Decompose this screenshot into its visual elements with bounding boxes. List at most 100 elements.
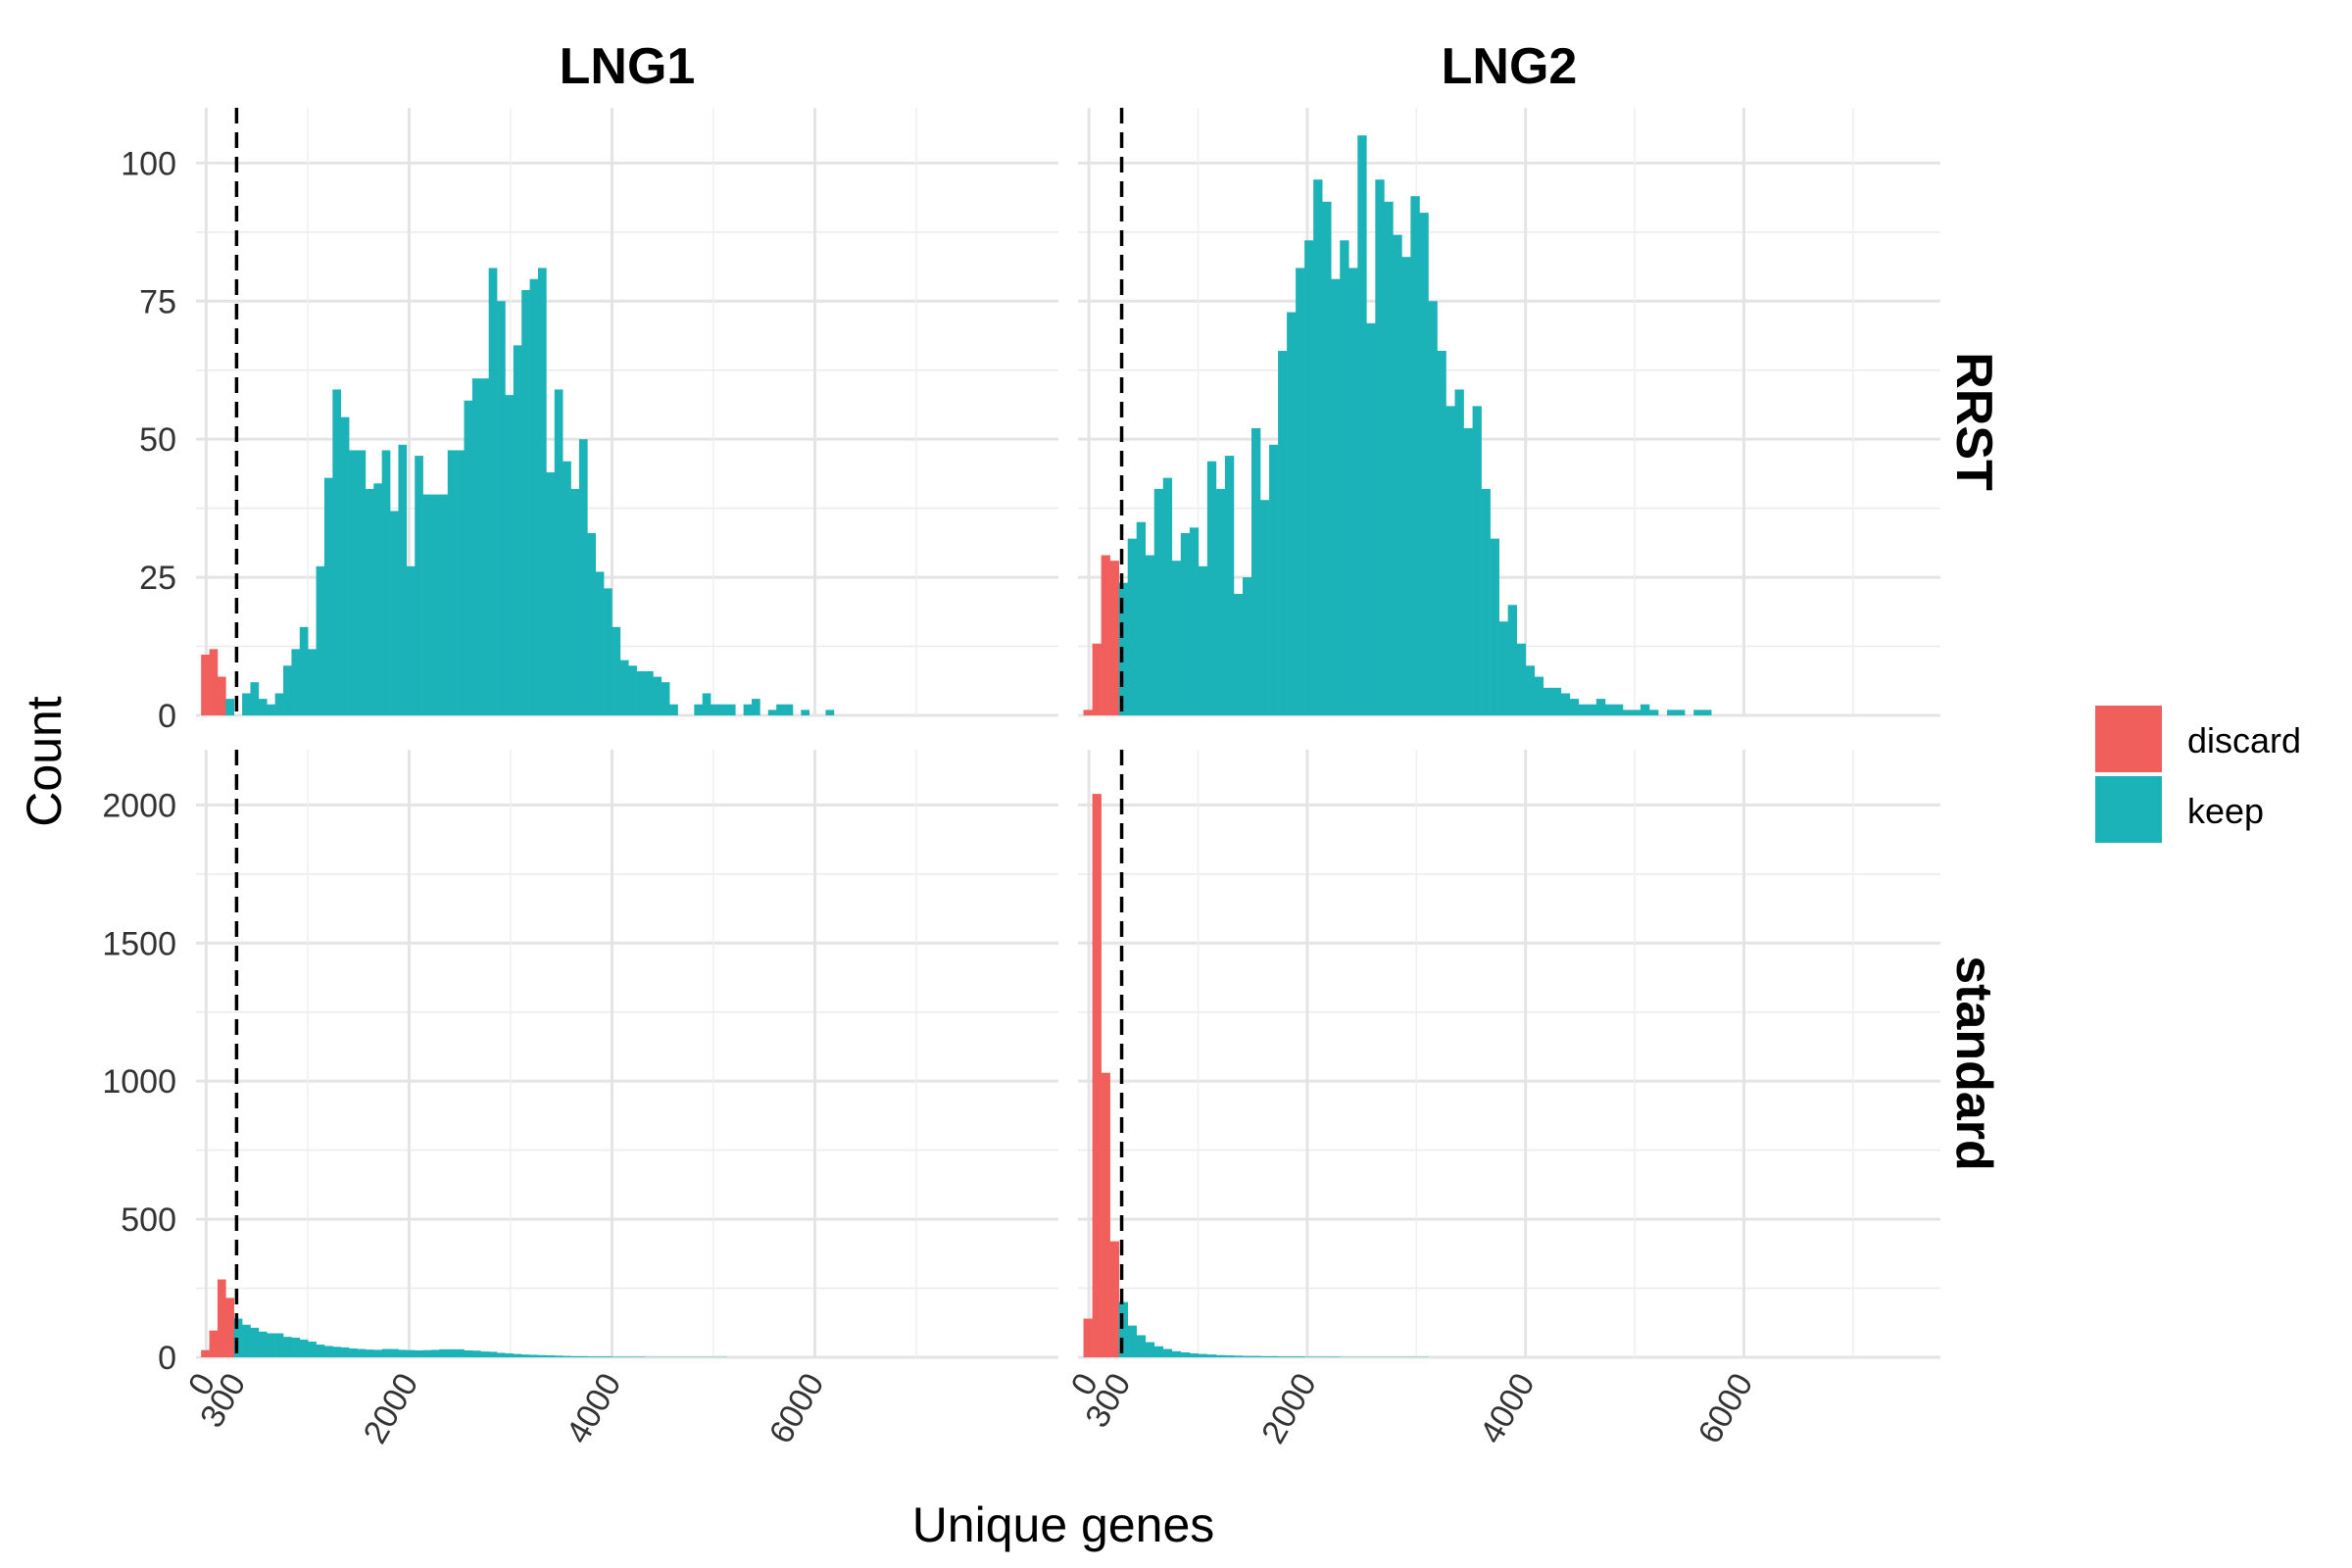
- discard-histogram-bar: [1083, 1318, 1093, 1357]
- keep-histogram-bar: [1153, 488, 1164, 715]
- keep-histogram-bar: [702, 693, 711, 715]
- keep-histogram-bar: [1224, 456, 1235, 715]
- keep-histogram-bar: [521, 1354, 530, 1357]
- keep-histogram-bar: [464, 400, 473, 715]
- threshold-layer: [234, 108, 1124, 1357]
- keep-histogram-bar: [497, 1352, 506, 1357]
- keep-histogram-bar: [258, 1331, 268, 1357]
- keep-histogram-bar: [1269, 1355, 1279, 1357]
- keep-histogram-bar: [1331, 278, 1341, 715]
- keep-histogram-bar: [1340, 240, 1349, 716]
- legend-key-discard: [2095, 706, 2162, 772]
- x-axis-title: Unique genes: [912, 1497, 1215, 1552]
- keep-histogram-bar: [1145, 1342, 1155, 1357]
- keep-histogram-bar: [373, 483, 382, 715]
- keep-histogram-bar: [554, 389, 564, 715]
- keep-histogram-bar: [1463, 427, 1473, 715]
- keep-histogram-bar: [308, 1341, 317, 1357]
- keep-histogram-bar: [1560, 693, 1571, 715]
- keep-histogram-bar: [1215, 1354, 1226, 1357]
- facet-column-label: LNG1: [560, 38, 696, 95]
- keep-histogram-bar: [488, 268, 498, 715]
- keep-histogram-bar: [726, 704, 736, 715]
- discard-histogram-bar: [1101, 1072, 1110, 1357]
- keep-histogram-bar: [406, 1349, 416, 1357]
- keep-histogram-bar: [563, 1355, 571, 1357]
- keep-histogram-bar: [718, 704, 728, 715]
- y-axis-title: Count: [17, 696, 72, 827]
- keep-histogram-bar: [430, 1349, 440, 1357]
- keep-histogram-bar: [1215, 488, 1226, 715]
- keep-histogram-bar: [283, 1337, 292, 1357]
- keep-histogram-bar: [480, 378, 489, 715]
- keep-histogram-bar: [323, 1346, 333, 1357]
- keep-histogram-bar: [1171, 561, 1182, 715]
- keep-histogram-bar: [422, 1349, 432, 1357]
- x-tick-label: 2000: [1254, 1367, 1324, 1450]
- keep-histogram-bar: [1481, 488, 1491, 715]
- keep-histogram-bar: [1180, 533, 1191, 715]
- keep-histogram-bar: [1428, 301, 1438, 715]
- keep-histogram-bar: [1525, 665, 1536, 715]
- keep-histogram-bar: [776, 704, 785, 715]
- keep-histogram-bar: [274, 693, 284, 715]
- discard-histogram-bar: [209, 649, 219, 715]
- keep-histogram-bar: [1384, 201, 1394, 715]
- keep-histogram-bar: [587, 1356, 596, 1357]
- keep-histogram-bar: [1171, 1350, 1182, 1357]
- keep-histogram-bar: [308, 649, 317, 715]
- keep-histogram-bar: [1472, 406, 1482, 715]
- keep-histogram-bar: [1569, 699, 1580, 715]
- discard-histogram-bar: [1109, 561, 1119, 715]
- discard-histogram-bar: [1109, 1241, 1119, 1357]
- keep-histogram-bar: [1631, 710, 1642, 715]
- keep-histogram-bar: [1322, 201, 1332, 715]
- keep-histogram-bar: [398, 1349, 408, 1357]
- keep-histogram-bar: [513, 1353, 522, 1357]
- y-tick-label: 0: [158, 1340, 176, 1377]
- keep-histogram-bar: [612, 1356, 621, 1357]
- keep-histogram-bar: [480, 1351, 489, 1357]
- keep-histogram-bar: [529, 278, 539, 715]
- discard-histogram-bar: [225, 1298, 235, 1357]
- keep-histogram-bar: [1446, 406, 1455, 715]
- keep-histogram-bar: [537, 1354, 547, 1357]
- keep-histogram-bar: [274, 1333, 284, 1357]
- keep-histogram-bar: [1260, 1355, 1270, 1357]
- keep-histogram-bar: [471, 378, 481, 715]
- keep-histogram-bar: [1251, 427, 1261, 715]
- keep-histogram-bar: [357, 1348, 367, 1357]
- facet-column-label: LNG2: [1442, 38, 1578, 95]
- y-tick-label: 1000: [102, 1063, 176, 1101]
- keep-histogram-bar: [1304, 1356, 1314, 1357]
- keep-histogram-bar: [546, 1355, 556, 1357]
- keep-histogram-bar: [505, 395, 514, 715]
- keep-histogram-bar: [365, 488, 374, 715]
- keep-histogram-bar: [669, 704, 678, 715]
- keep-histogram-bar: [1260, 500, 1270, 715]
- keep-histogram-bar: [1667, 710, 1677, 715]
- keep-histogram-bar: [537, 268, 547, 715]
- keep-histogram-bar: [365, 1349, 374, 1357]
- facet-row-label: RRST: [1945, 352, 2002, 491]
- x-tick-label: 2000: [357, 1367, 426, 1450]
- keep-histogram-bar: [1162, 1348, 1173, 1357]
- keep-histogram-bar: [291, 649, 301, 715]
- keep-histogram-bar: [1507, 605, 1517, 715]
- keep-histogram-bar: [1613, 704, 1624, 715]
- keep-histogram-bar: [1393, 234, 1402, 716]
- keep-histogram-bar: [743, 704, 753, 715]
- keep-histogram-bar: [1296, 1356, 1305, 1357]
- keep-histogram-bar: [267, 1333, 275, 1357]
- keep-histogram-bar: [1251, 1355, 1261, 1357]
- keep-histogram-bar: [1419, 213, 1429, 715]
- keep-histogram-bar: [1136, 1335, 1147, 1357]
- keep-histogram-bar: [439, 494, 449, 715]
- keep-histogram-bar: [488, 1351, 498, 1357]
- keep-histogram-bar: [1189, 1353, 1200, 1357]
- keep-histogram-bar: [1604, 704, 1615, 715]
- keep-histogram-bar: [1127, 1325, 1138, 1357]
- keep-histogram-bar: [636, 1356, 646, 1357]
- legend-label-keep: keep: [2187, 791, 2264, 831]
- keep-histogram-bar: [1437, 351, 1446, 715]
